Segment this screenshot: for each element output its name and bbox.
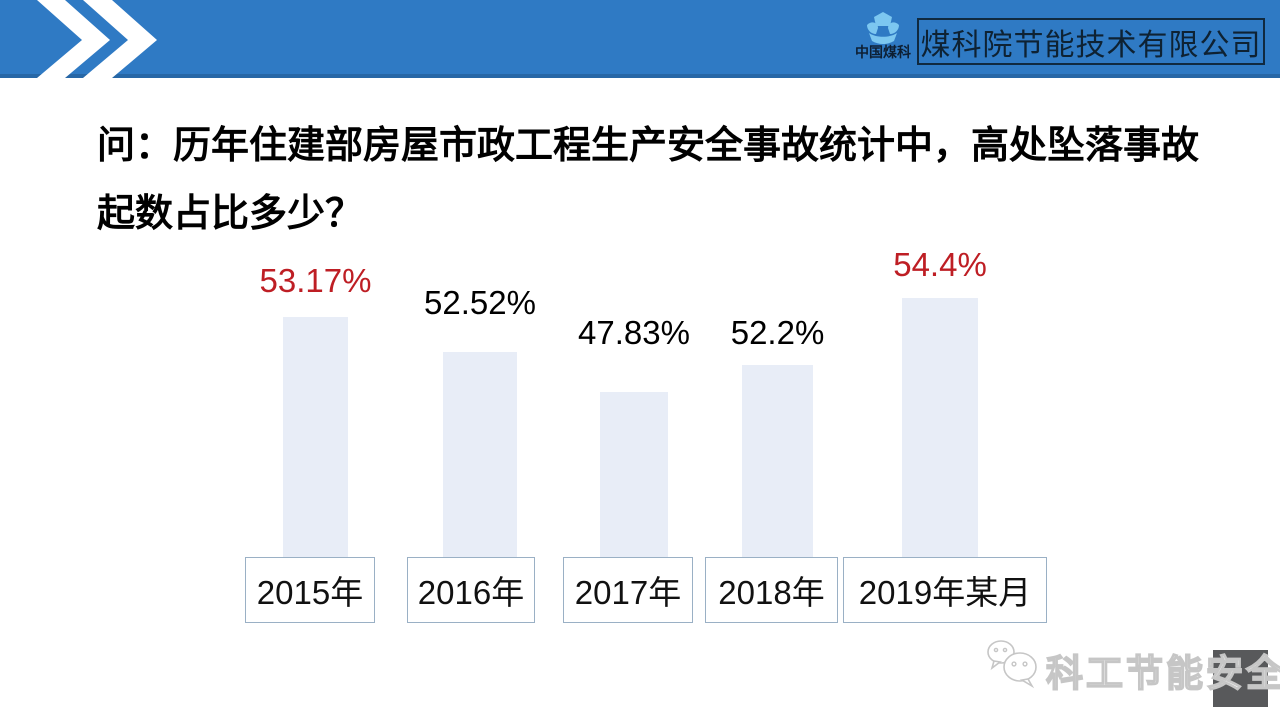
bar-value-label-2015年: 53.17%: [259, 262, 372, 299]
watermark-square: [1213, 650, 1268, 707]
header-bar: 中国煤科 煤科院节能技术有限公司: [0, 0, 1280, 78]
company-name: 煤科院节能技术有限公司: [920, 28, 1262, 62]
question-title: 问：历年住建部房屋市政工程生产安全事故统计中，高处坠落事故 起数占比多少？: [97, 112, 1207, 248]
x-axis-category-box-2015年: 2015年: [245, 557, 375, 623]
bar-2015年: [283, 317, 348, 557]
wechat-icon: [987, 640, 1037, 689]
bar-value-label-2017年: 47.83%: [578, 314, 690, 351]
bar-2018年: [742, 365, 813, 557]
company-name-box: 煤科院节能技术有限公司: [917, 18, 1265, 65]
x-axis-category-box-2018年: 2018年: [705, 557, 838, 623]
china-coal-emblem-icon: [867, 12, 899, 44]
x-axis-category-box-2019年某月: 2019年某月: [843, 557, 1047, 623]
bar-value-label-2018年: 52.2%: [730, 314, 825, 351]
logo-label: 中国煤科: [855, 44, 911, 60]
bar-2017年: [600, 392, 668, 557]
bar-value-label-2019年某月: 54.4%: [893, 246, 987, 283]
question-line-1: 问：历年住建部房屋市政工程生产安全事故统计中，高处坠落事故: [97, 125, 1200, 167]
x-axis-category-box-2017年: 2017年: [563, 557, 693, 623]
company-logo: 中国煤科: [852, 8, 914, 70]
x-axis-category-box-2016年: 2016年: [407, 557, 535, 623]
bar-2019年某月: [902, 298, 978, 557]
bar-2016年: [443, 352, 517, 557]
watermark-text: 科工节能安全: [1045, 652, 1280, 695]
bar-value-label-2016年: 52.52%: [424, 284, 536, 321]
question-line-2: 起数占比多少？: [97, 193, 364, 235]
